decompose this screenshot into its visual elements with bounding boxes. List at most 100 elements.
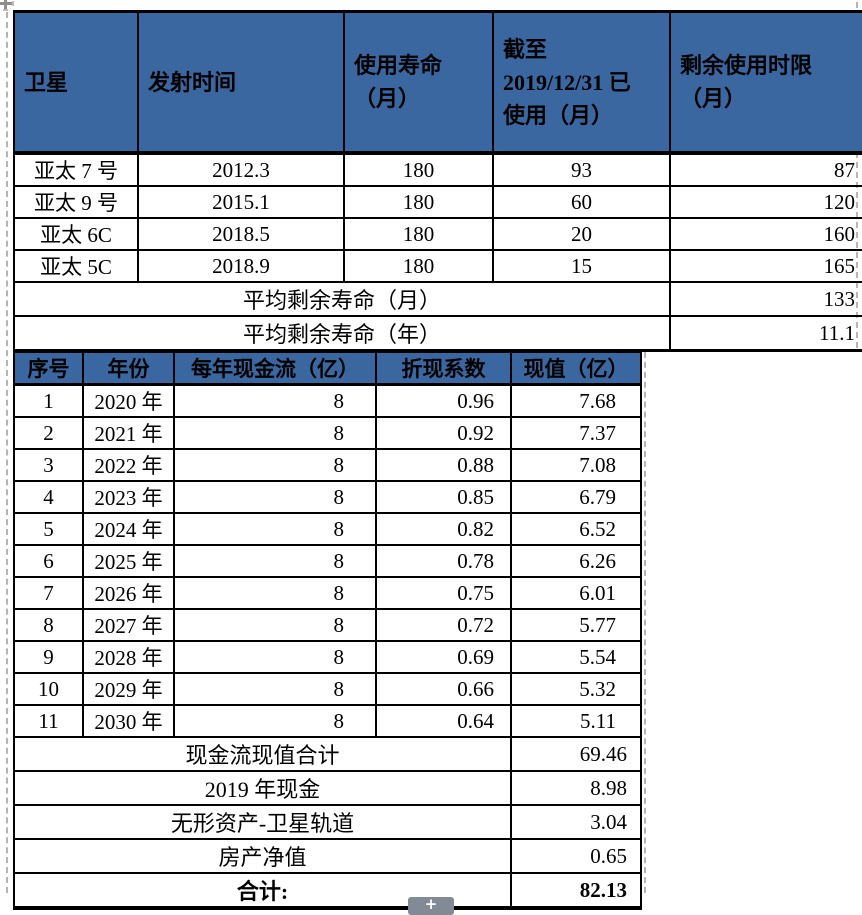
cashflow_table-cell-r5c0[interactable]: 6 — [13, 544, 84, 578]
cashflow_table-cell-r5c3[interactable]: 0.78 — [375, 544, 512, 578]
add-row-button[interactable]: + — [408, 897, 454, 915]
cashflow_table-cell-r8c1[interactable]: 2028 年 — [82, 640, 175, 674]
cashflow_table-cell-r9c2[interactable]: 8 — [173, 672, 377, 706]
cashflow_table-cell-r8c0[interactable]: 9 — [13, 640, 84, 674]
cashflow_table-summary-label-2[interactable]: 无形资产-卫星轨道 — [13, 804, 512, 840]
cashflow_table-cell-r1c4[interactable]: 7.37 — [510, 416, 642, 450]
cashflow_table-header-1[interactable]: 年份 — [82, 350, 175, 386]
cashflow_table-summary-value-4[interactable]: 82.13 — [510, 872, 642, 910]
satellite_table-summary-value-1[interactable]: 11.1 — [669, 315, 862, 352]
cashflow_table-cell-r1c2[interactable]: 8 — [173, 416, 377, 450]
satellite_table-cell-r3c1[interactable]: 2018.9 — [137, 249, 345, 283]
cashflow_table-cell-r5c4[interactable]: 6.26 — [510, 544, 642, 578]
cashflow_table-cell-r2c0[interactable]: 3 — [13, 448, 84, 482]
cashflow_table-summary-value-0[interactable]: 69.46 — [510, 736, 642, 772]
cashflow_table-cell-r7c4[interactable]: 5.77 — [510, 608, 642, 642]
cashflow_table-cell-r9c0[interactable]: 10 — [13, 672, 84, 706]
cashflow_table-cell-r3c0[interactable]: 4 — [13, 480, 84, 514]
satellite_table-cell-r0c0[interactable]: 亚太 7 号 — [13, 152, 139, 187]
satellite_table-cell-r1c2[interactable]: 180 — [343, 185, 494, 219]
cashflow_table-cell-r3c1[interactable]: 2023 年 — [82, 480, 175, 514]
cashflow_table-cell-r10c1[interactable]: 2030 年 — [82, 704, 175, 738]
cashflow_table-summary-value-3[interactable]: 0.65 — [510, 838, 642, 874]
satellite_table-summary-label-1[interactable]: 平均剩余寿命（年） — [13, 315, 671, 352]
cashflow_table-cell-r1c0[interactable]: 2 — [13, 416, 84, 450]
cashflow_table-cell-r4c2[interactable]: 8 — [173, 512, 377, 546]
cashflow_table-cell-r6c1[interactable]: 2026 年 — [82, 576, 175, 610]
cashflow_table-cell-r0c0[interactable]: 1 — [13, 383, 84, 418]
cashflow_table-cell-r7c0[interactable]: 8 — [13, 608, 84, 642]
satellite_table-cell-r2c1[interactable]: 2018.5 — [137, 217, 345, 251]
satellite_table-cell-r3c2[interactable]: 180 — [343, 249, 494, 283]
cashflow_table-cell-r8c4[interactable]: 5.54 — [510, 640, 642, 674]
cashflow_table-cell-r9c1[interactable]: 2029 年 — [82, 672, 175, 706]
cashflow_table-summary-label-1[interactable]: 2019 年现金 — [13, 770, 512, 806]
cashflow_table-cell-r10c0[interactable]: 11 — [13, 704, 84, 738]
cashflow_table-cell-r6c2[interactable]: 8 — [173, 576, 377, 610]
satellite_table-cell-r1c3[interactable]: 60 — [492, 185, 671, 219]
table-move-handle-icon[interactable] — [0, 0, 14, 11]
cashflow_table-header-0[interactable]: 序号 — [13, 350, 84, 386]
satellite_table-cell-r2c3[interactable]: 20 — [492, 217, 671, 251]
cashflow_table-cell-r2c3[interactable]: 0.88 — [375, 448, 512, 482]
cashflow_table-cell-r4c3[interactable]: 0.82 — [375, 512, 512, 546]
cashflow_table-cell-r1c1[interactable]: 2021 年 — [82, 416, 175, 450]
cashflow_table-cell-r3c4[interactable]: 6.79 — [510, 480, 642, 514]
cashflow_table-cell-r6c0[interactable]: 7 — [13, 576, 84, 610]
satellite_table-cell-r2c4[interactable]: 160 — [669, 217, 862, 251]
satellite_table-cell-r2c2[interactable]: 180 — [343, 217, 494, 251]
cashflow_table-cell-r0c2[interactable]: 8 — [173, 383, 377, 418]
satellite_table-header-3[interactable]: 截至 2019/12/31 已 使用（月） — [492, 10, 671, 155]
cashflow_table-cell-r2c2[interactable]: 8 — [173, 448, 377, 482]
cashflow_table-summary-label-3[interactable]: 房产净值 — [13, 838, 512, 874]
cashflow_table-cell-r8c3[interactable]: 0.69 — [375, 640, 512, 674]
satellite_table-header-4[interactable]: 剩余使用时限 （月） — [669, 10, 862, 155]
cashflow_table-cell-r10c2[interactable]: 8 — [173, 704, 377, 738]
cashflow_table-cell-r4c0[interactable]: 5 — [13, 512, 84, 546]
cashflow_table-cell-r6c4[interactable]: 6.01 — [510, 576, 642, 610]
satellite_table-cell-r0c1[interactable]: 2012.3 — [137, 152, 345, 187]
cashflow_table-cell-r7c1[interactable]: 2027 年 — [82, 608, 175, 642]
satellite_table-header-1[interactable]: 发射时间 — [137, 10, 345, 155]
cashflow_table-cell-r1c3[interactable]: 0.92 — [375, 416, 512, 450]
cashflow_table-header-4[interactable]: 现值（亿） — [510, 350, 642, 386]
cashflow_table-cell-r4c4[interactable]: 6.52 — [510, 512, 642, 546]
cashflow_table-cell-r0c1[interactable]: 2020 年 — [82, 383, 175, 418]
cashflow_table-header-2[interactable]: 每年现金流（亿） — [173, 350, 377, 386]
satellite_table-header-0[interactable]: 卫星 — [13, 10, 139, 155]
cashflow_table-header-3[interactable]: 折现系数 — [375, 350, 512, 386]
cashflow_table-cell-r4c1[interactable]: 2024 年 — [82, 512, 175, 546]
cashflow_table-cell-r7c2[interactable]: 8 — [173, 608, 377, 642]
cashflow_table-cell-r3c2[interactable]: 8 — [173, 480, 377, 514]
cashflow_table-cell-r8c2[interactable]: 8 — [173, 640, 377, 674]
cashflow_table-summary-value-1[interactable]: 8.98 — [510, 770, 642, 806]
cashflow_table-cell-r2c4[interactable]: 7.08 — [510, 448, 642, 482]
satellite_table-cell-r2c0[interactable]: 亚太 6C — [13, 217, 139, 251]
satellite_table-summary-label-0[interactable]: 平均剩余寿命（月） — [13, 281, 671, 317]
satellite_table-cell-r0c4[interactable]: 87 — [669, 152, 862, 187]
cashflow_table-summary-value-2[interactable]: 3.04 — [510, 804, 642, 840]
cashflow_table-cell-r7c3[interactable]: 0.72 — [375, 608, 512, 642]
satellite_table-cell-r3c3[interactable]: 15 — [492, 249, 671, 283]
cashflow_table-cell-r5c2[interactable]: 8 — [173, 544, 377, 578]
satellite_table-header-2[interactable]: 使用寿命 （月） — [343, 10, 494, 155]
cashflow_table-cell-r0c4[interactable]: 7.68 — [510, 383, 642, 418]
satellite_table-cell-r1c1[interactable]: 2015.1 — [137, 185, 345, 219]
satellite_table-cell-r1c4[interactable]: 120 — [669, 185, 862, 219]
satellite_table-cell-r0c2[interactable]: 180 — [343, 152, 494, 187]
cashflow_table-cell-r10c3[interactable]: 0.64 — [375, 704, 512, 738]
cashflow_table-cell-r2c1[interactable]: 2022 年 — [82, 448, 175, 482]
cashflow_table-cell-r5c1[interactable]: 2025 年 — [82, 544, 175, 578]
satellite_table-cell-r1c0[interactable]: 亚太 9 号 — [13, 185, 139, 219]
satellite_table-cell-r0c3[interactable]: 93 — [492, 152, 671, 187]
cashflow_table-cell-r9c3[interactable]: 0.66 — [375, 672, 512, 706]
satellite_table-summary-value-0[interactable]: 133 — [669, 281, 862, 317]
cashflow_table-cell-r6c3[interactable]: 0.75 — [375, 576, 512, 610]
cashflow_table-cell-r0c3[interactable]: 0.96 — [375, 383, 512, 418]
cashflow_table-cell-r9c4[interactable]: 5.32 — [510, 672, 642, 706]
cashflow_table-summary-label-0[interactable]: 现金流现值合计 — [13, 736, 512, 772]
satellite_table-cell-r3c4[interactable]: 165 — [669, 249, 862, 283]
cashflow_table-cell-r10c4[interactable]: 5.11 — [510, 704, 642, 738]
satellite_table-cell-r3c0[interactable]: 亚太 5C — [13, 249, 139, 283]
cashflow_table-cell-r3c3[interactable]: 0.85 — [375, 480, 512, 514]
